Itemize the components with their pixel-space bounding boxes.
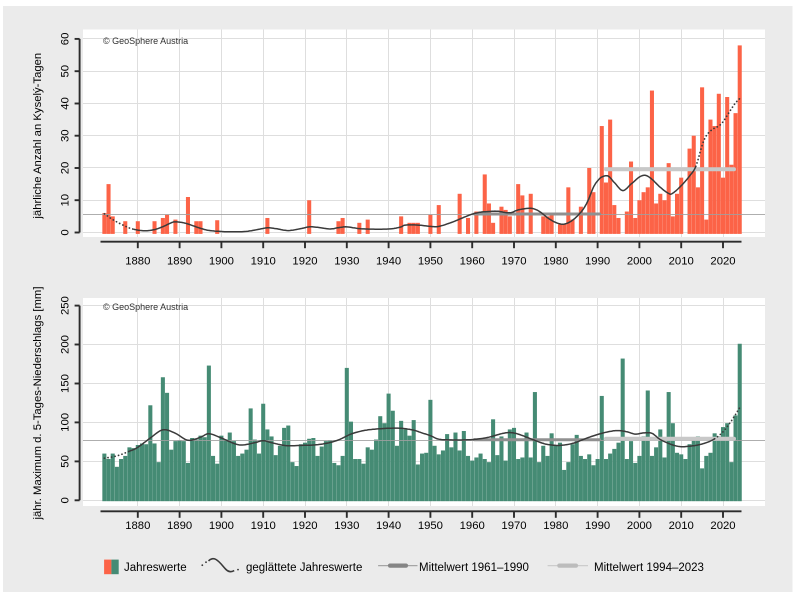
svg-text:2010: 2010 — [669, 520, 694, 532]
svg-text:250: 250 — [59, 296, 71, 315]
svg-text:1990: 1990 — [585, 256, 610, 268]
svg-text:50: 50 — [59, 455, 71, 468]
svg-text:1920: 1920 — [292, 256, 317, 268]
svg-text:geglättete Jahreswerte: geglättete Jahreswerte — [246, 562, 362, 574]
svg-text:1910: 1910 — [251, 520, 276, 532]
svg-text:2020: 2020 — [710, 256, 735, 268]
svg-text:200: 200 — [59, 335, 71, 354]
svg-text:30: 30 — [59, 129, 71, 142]
svg-text:2000: 2000 — [627, 520, 652, 532]
svg-text:1880: 1880 — [125, 256, 150, 268]
svg-text:1890: 1890 — [167, 256, 192, 268]
svg-text:Jahreswerte: Jahreswerte — [124, 562, 187, 574]
svg-text:50: 50 — [59, 65, 71, 78]
svg-text:1930: 1930 — [334, 520, 359, 532]
svg-text:1880: 1880 — [125, 520, 150, 532]
svg-text:1980: 1980 — [543, 256, 568, 268]
svg-text:100: 100 — [59, 413, 71, 432]
svg-text:1900: 1900 — [209, 520, 234, 532]
svg-text:2010: 2010 — [669, 256, 694, 268]
svg-text:1920: 1920 — [292, 520, 317, 532]
svg-text:1960: 1960 — [460, 256, 485, 268]
svg-text:60: 60 — [59, 33, 71, 46]
svg-text:20: 20 — [59, 162, 71, 175]
svg-text:1930: 1930 — [334, 256, 359, 268]
svg-text:1970: 1970 — [501, 520, 526, 532]
svg-text:1950: 1950 — [418, 256, 443, 268]
svg-text:1940: 1940 — [376, 256, 401, 268]
svg-text:10: 10 — [59, 194, 71, 207]
svg-text:Mittelwert 1961–1990: Mittelwert 1961–1990 — [419, 562, 529, 574]
svg-text:0: 0 — [59, 497, 71, 503]
svg-text:jährliche Anzahl an Kyselý-Tag: jährliche Anzahl an Kyselý-Tagen — [32, 53, 44, 220]
svg-text:1890: 1890 — [167, 520, 192, 532]
svg-text:1970: 1970 — [501, 256, 526, 268]
svg-text:2000: 2000 — [627, 256, 652, 268]
svg-text:1960: 1960 — [460, 520, 485, 532]
svg-text:0: 0 — [59, 229, 71, 235]
svg-text:2020: 2020 — [710, 520, 735, 532]
svg-text:1990: 1990 — [585, 520, 610, 532]
svg-text:1980: 1980 — [543, 520, 568, 532]
svg-text:1950: 1950 — [418, 520, 443, 532]
svg-text:© GeoSphere Austria: © GeoSphere Austria — [103, 36, 188, 46]
svg-text:1940: 1940 — [376, 520, 401, 532]
svg-text:1900: 1900 — [209, 256, 234, 268]
svg-text:© GeoSphere Austria: © GeoSphere Austria — [103, 302, 188, 312]
svg-text:150: 150 — [59, 374, 71, 393]
svg-text:jähr. Maximum d. 5-Tages-Niede: jähr. Maximum d. 5-Tages-Niederschlags [… — [32, 287, 44, 521]
svg-text:Mittelwert 1994–2023: Mittelwert 1994–2023 — [594, 562, 704, 574]
svg-text:1910: 1910 — [251, 256, 276, 268]
svg-text:40: 40 — [59, 97, 71, 110]
